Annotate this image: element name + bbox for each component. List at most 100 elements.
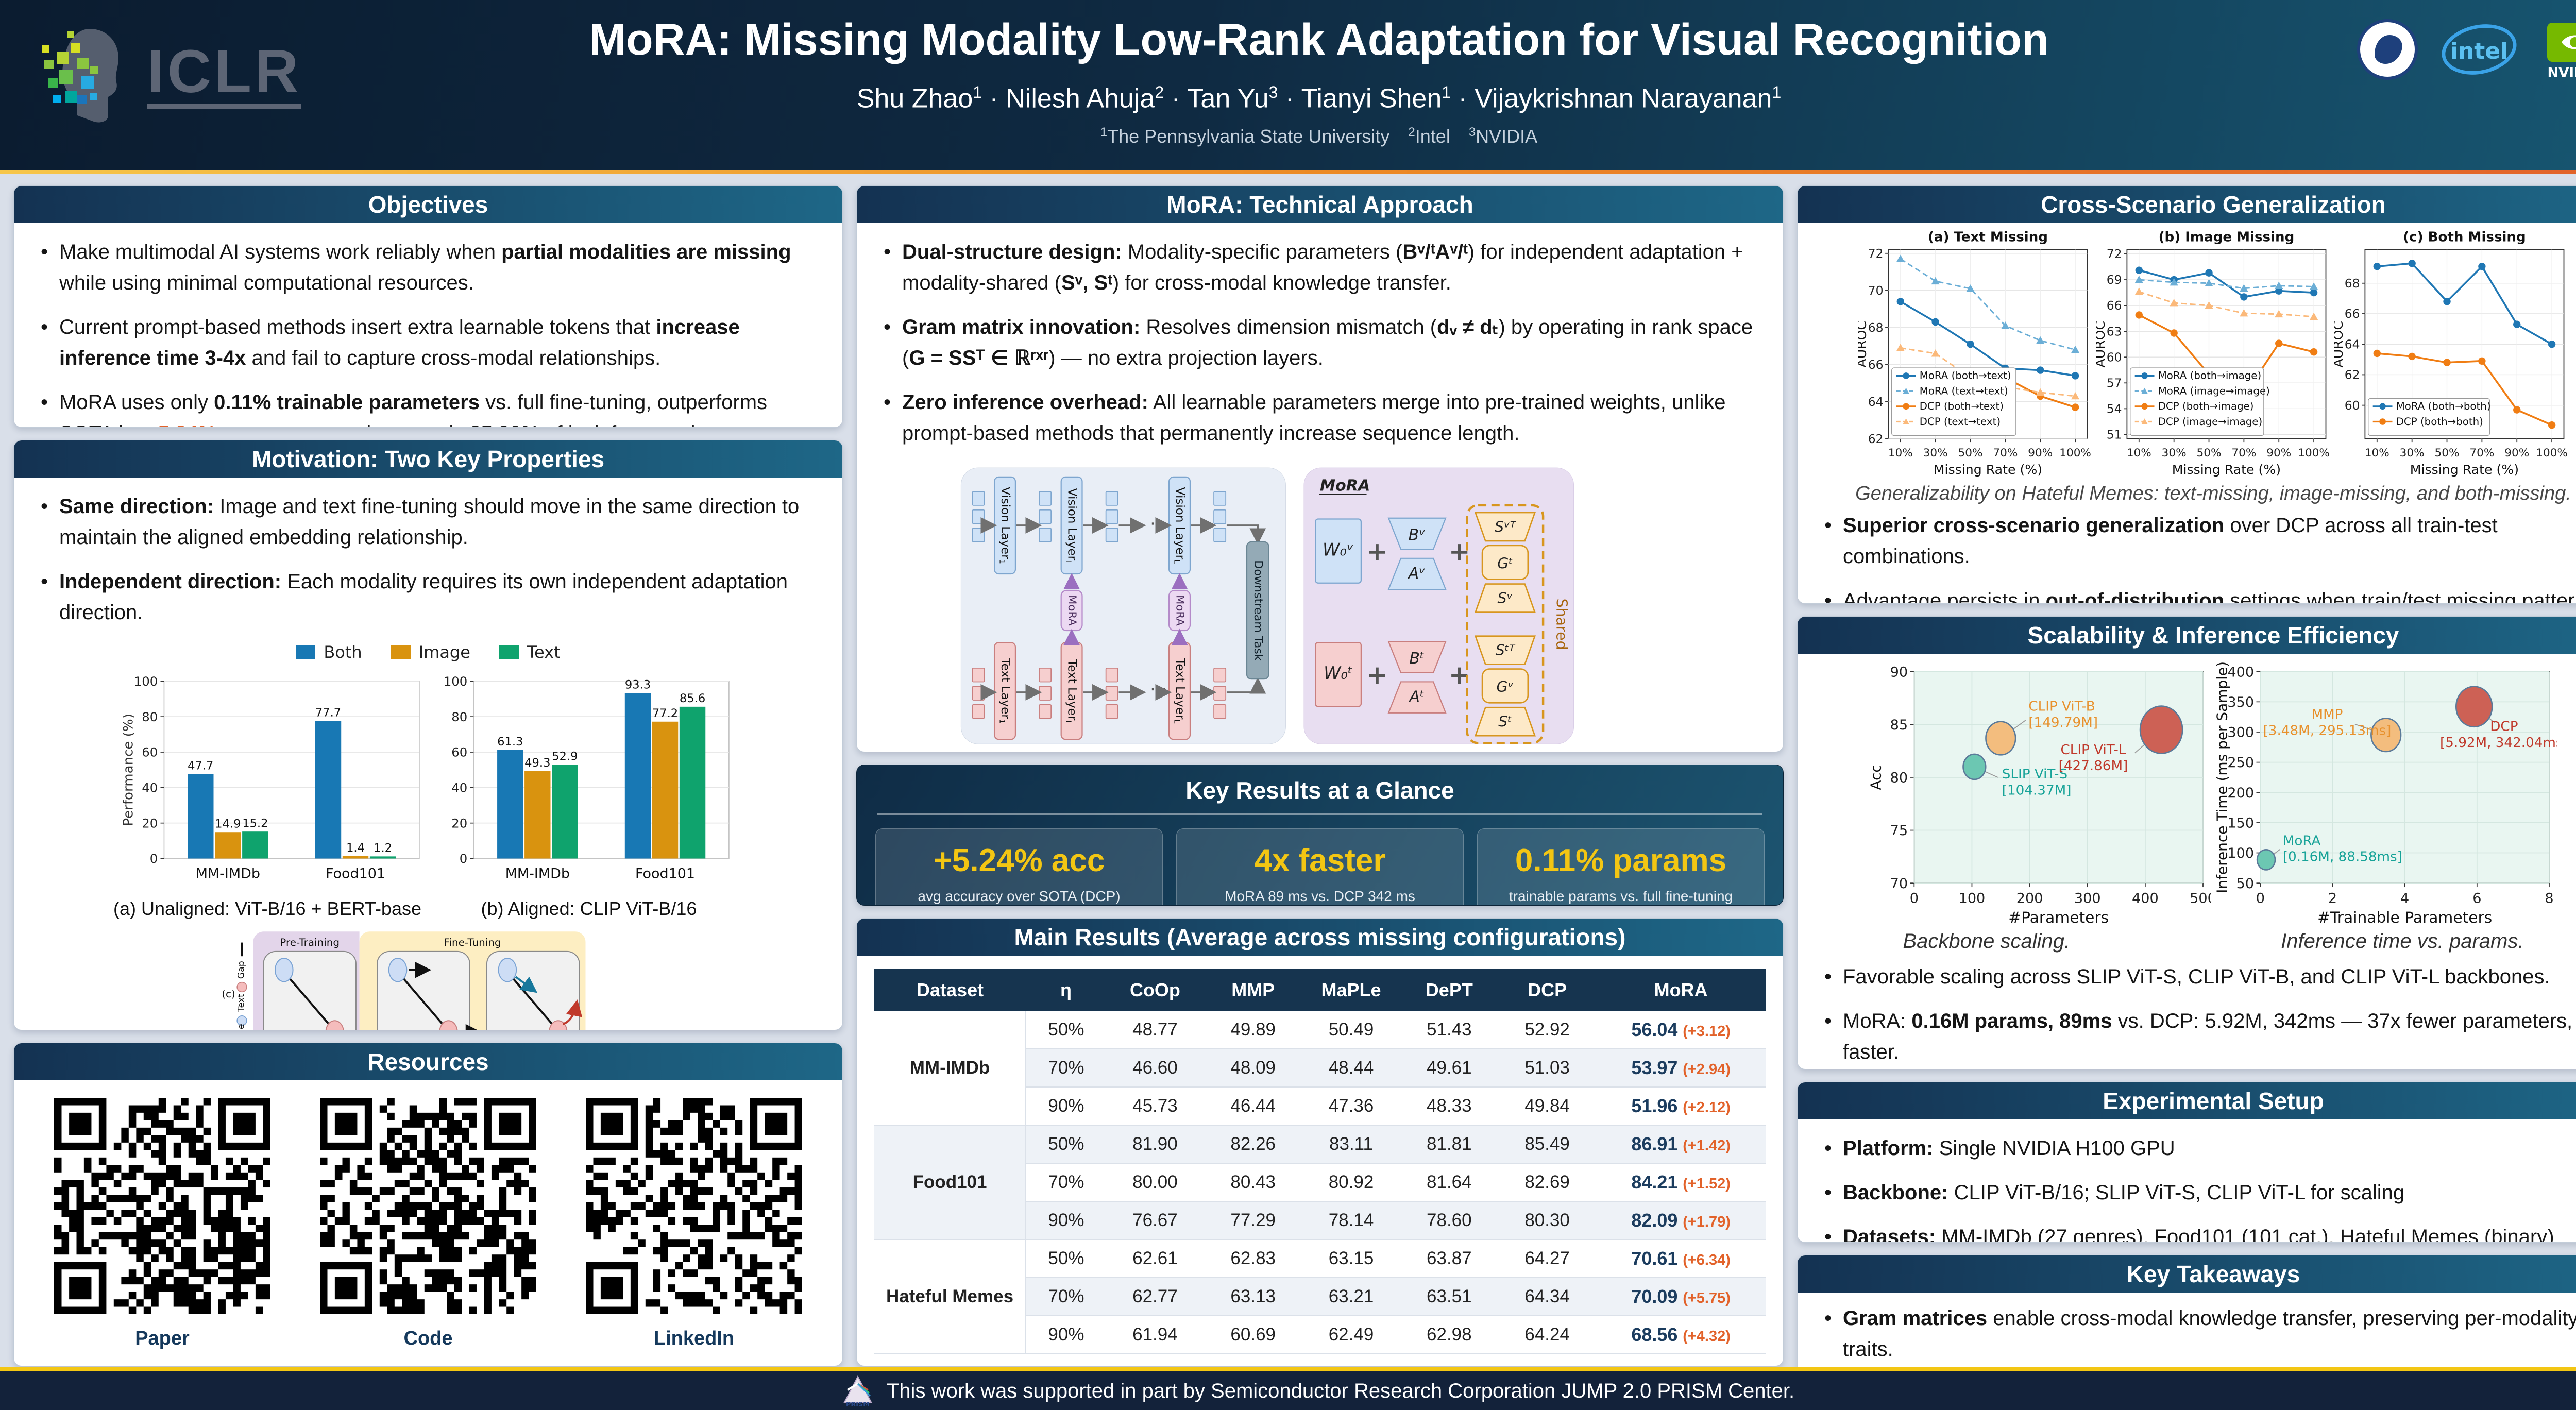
svg-text:50: 50 (2236, 876, 2254, 892)
bullet-item: Current prompt-based methods insert extr… (37, 312, 820, 373)
svg-text:400: 400 (2227, 664, 2254, 680)
svg-text:(a) Text Missing: (a) Text Missing (1928, 229, 2048, 245)
scatter-a-caption: Backbone scaling. (1903, 930, 2071, 953)
qr-label-paper: Paper (135, 1328, 190, 1349)
svg-text:Aᵛ: Aᵛ (1408, 565, 1426, 583)
left-column: Objectives Make multimodal AI systems wo… (13, 185, 843, 1367)
svg-text:10%: 10% (2365, 447, 2389, 460)
bullet-item: MoRA uses only 0.11% trainable parameter… (37, 387, 820, 427)
legend-swatch (391, 645, 411, 659)
svg-text:DCP (both→both): DCP (both→both) (2396, 416, 2483, 428)
svg-text:85: 85 (1890, 717, 1908, 733)
svg-text:20: 20 (451, 816, 467, 830)
svg-text:93.3: 93.3 (625, 678, 651, 692)
svg-text:54: 54 (2106, 401, 2122, 416)
svg-text:100: 100 (2227, 845, 2254, 861)
author-name: Shu Zhao (856, 83, 973, 114)
poster-header: ICLR MoRA: Missing Modality Low-Rank Ada… (0, 0, 2576, 170)
resources-card: Resources Paper Code LinkedIn (13, 1043, 843, 1366)
svg-text:Sᵗᵀ: Sᵗᵀ (1496, 642, 1516, 659)
bar-chart-aligned: 0 20 40 60 80 100 61.349.3 52.9 MM-IMDb 93.3 77.28… (444, 674, 730, 882)
right-column: Cross-Scenario Generalization (a) Text M… (1797, 185, 2576, 1367)
table-row: 90% 45.73 46.44 47.36 48.33 49.84 51.96 (+2.12… (874, 1087, 1766, 1126)
svg-text:200: 200 (2227, 785, 2254, 801)
svg-text:Text LayerL: Text LayerL (1172, 658, 1187, 723)
legend-swatch (499, 645, 519, 659)
svg-text:50%: 50% (2435, 447, 2460, 460)
resource-paper: Paper (54, 1098, 270, 1350)
poster-affiliations: 1The Pennsylvania State University 2Inte… (1100, 125, 1538, 147)
qr-code-linkedin (586, 1098, 802, 1314)
svg-text:66: 66 (2345, 307, 2360, 321)
svg-text:10%: 10% (1888, 447, 1913, 460)
svg-text:90%: 90% (2028, 447, 2053, 460)
stat-value: +5.24% acc (933, 843, 1105, 878)
objectives-header: Objectives (14, 186, 842, 223)
svg-text:(b) Image Missing: (b) Image Missing (2158, 229, 2294, 245)
svg-text:90%: 90% (2266, 447, 2291, 460)
approach-header: MoRA: Technical Approach (857, 186, 1783, 223)
svg-text:Text: Text (236, 994, 247, 1012)
takeaways-bullets: Gram matrices enable cross-modal knowled… (1798, 1293, 2576, 1367)
svg-text:0: 0 (460, 851, 467, 866)
svg-text:10%: 10% (2127, 447, 2151, 460)
svg-text:6: 6 (2472, 891, 2481, 907)
svg-text:350: 350 (2227, 694, 2254, 710)
svg-text:2: 2 (2328, 891, 2337, 907)
svg-text:#Trainable Parameters: #Trainable Parameters (2317, 909, 2492, 927)
svg-text:Performance (%): Performance (%) (121, 714, 137, 826)
svg-text:MoRA (both→text): MoRA (both→text) (1920, 370, 2011, 382)
scatter-inference-time: 50 100 150 200 250 300 350 400 0 2 4 6 8 #Trainable P… (2215, 661, 2557, 927)
svg-text:8: 8 (2545, 891, 2553, 907)
svg-text:20: 20 (142, 816, 158, 830)
svg-text:Gᵛ: Gᵛ (1497, 678, 1514, 695)
stat-value: 0.11% params (1515, 843, 1727, 878)
main-results-card: Main Results (Average across missing con… (856, 918, 1784, 1366)
stat-desc: MoRA 89 ms vs. DCP 342 ms (1225, 888, 1415, 904)
legend-item: Text (499, 642, 561, 662)
svg-text:Aᵗ: Aᵗ (1408, 688, 1425, 706)
svg-text:64: 64 (2345, 337, 2360, 351)
svg-text:70%: 70% (1993, 447, 2018, 460)
svg-text:70: 70 (1868, 283, 1884, 298)
svg-text:Vision LayerL: Vision LayerL (1172, 487, 1187, 564)
svg-text:MM-IMDb: MM-IMDb (196, 866, 260, 882)
column-header: MoRA (1596, 969, 1766, 1011)
objectives-card: Objectives Make multimodal AI systems wo… (13, 185, 843, 428)
svg-text:30%: 30% (1923, 447, 1948, 460)
svg-text:Bᵛ: Bᵛ (1409, 526, 1426, 544)
svg-text:intel: intel (2450, 38, 2508, 64)
qr-code-code (320, 1098, 536, 1314)
svg-text:Missing Rate (%): Missing Rate (%) (1934, 462, 2042, 477)
bullet-item: MoRA: 0.16M params, 89ms vs. DCP: 5.92M,… (1820, 1006, 2576, 1067)
svg-text:Acc: Acc (1869, 765, 1885, 790)
qr-label-code: Code (403, 1328, 453, 1349)
cross-scenario-bullets: Superior cross-scenario generalization o… (1798, 506, 2576, 603)
table-row: MM-IMDb 50% 48.77 49.89 50.49 51.43 52.92 56.04… (874, 1011, 1766, 1126)
objectives-bullets: Make multimodal AI systems work reliably… (14, 223, 842, 427)
bullet-item: Datasets: MM-IMDb (27 genres), Food101 (… (1820, 1221, 2576, 1242)
resource-linkedin: LinkedIn (586, 1098, 802, 1350)
svg-text:MoRA (both→both): MoRA (both→both) (2396, 400, 2491, 412)
bullet-item: Zero inference overhead: All learnable p… (879, 387, 1760, 449)
motivation-bullets: Same direction: Image and text fine-tuni… (14, 478, 842, 628)
svg-text:Downstream Task: Downstream Task (1251, 560, 1265, 661)
author-name: Nilesh Ahuja (1006, 83, 1155, 114)
scatter-b-caption: Inference time vs. params. (2281, 930, 2524, 953)
svg-text:72: 72 (1868, 246, 1884, 261)
takeaways-card: Key Takeaways Gram matrices enable cross… (1797, 1255, 2576, 1367)
takeaways-header: Key Takeaways (1798, 1255, 2576, 1293)
svg-text:MMP: MMP (2311, 707, 2343, 722)
svg-text:MoRA: MoRA (1174, 595, 1187, 626)
affiliation-name: Intel (1415, 126, 1469, 147)
motivation-card: Motivation: Two Key Properties Same dire… (13, 440, 843, 1030)
svg-text:60: 60 (2345, 398, 2360, 413)
key-results-card: Key Results at a Glance +5.24% acc avg a… (856, 765, 1784, 906)
iclr-logo: ICLR (36, 21, 302, 129)
divider (877, 813, 1762, 815)
svg-text:61.3: 61.3 (497, 735, 523, 749)
bar-chart-unaligned: 0 20 40 60 80 100 47.7 14.9 15.2 MM-IMDb 77.7 1.4 1.… (121, 674, 420, 882)
bullet-item: Backbone: CLIP ViT-B/16; SLIP ViT-S, CLI… (1820, 1177, 2576, 1208)
svg-text:70%: 70% (2231, 447, 2256, 460)
svg-text:70: 70 (1890, 876, 1908, 892)
